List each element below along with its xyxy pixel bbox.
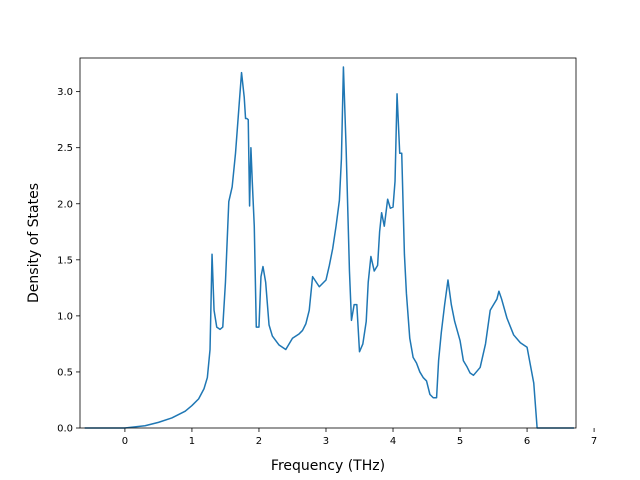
y-tick-label: 0.0 (57, 424, 73, 435)
x-tick-label: 6 (524, 436, 530, 447)
y-tick-label: 2.5 (57, 143, 73, 154)
y-axis-label: Density of States (26, 183, 42, 303)
x-axis-label: Frequency (THz) (271, 458, 385, 474)
x-tick-label: 3 (323, 436, 329, 447)
x-tick-label: 5 (457, 436, 463, 447)
y-tick-label: 2.0 (57, 199, 73, 210)
y-axis-ticks: 0.0 0.5 1.0 1.5 2.0 2.5 3.0 (57, 87, 80, 435)
y-tick-label: 1.0 (57, 311, 73, 322)
x-tick-label: 1 (189, 436, 195, 447)
dos-series-line (84, 66, 574, 429)
plot-area (80, 58, 576, 428)
y-tick-label: 1.5 (57, 255, 73, 266)
x-tick-label: 2 (256, 436, 262, 447)
x-axis-ticks: 0 1 2 3 4 5 6 7 (122, 428, 597, 447)
plot-frame (79, 57, 577, 429)
x-tick-label: 4 (390, 436, 396, 447)
y-tick-label: 3.0 (57, 87, 73, 98)
y-tick-label: 0.5 (57, 367, 73, 378)
x-tick-label: 7 (591, 436, 597, 447)
x-tick-label: 0 (122, 436, 128, 447)
